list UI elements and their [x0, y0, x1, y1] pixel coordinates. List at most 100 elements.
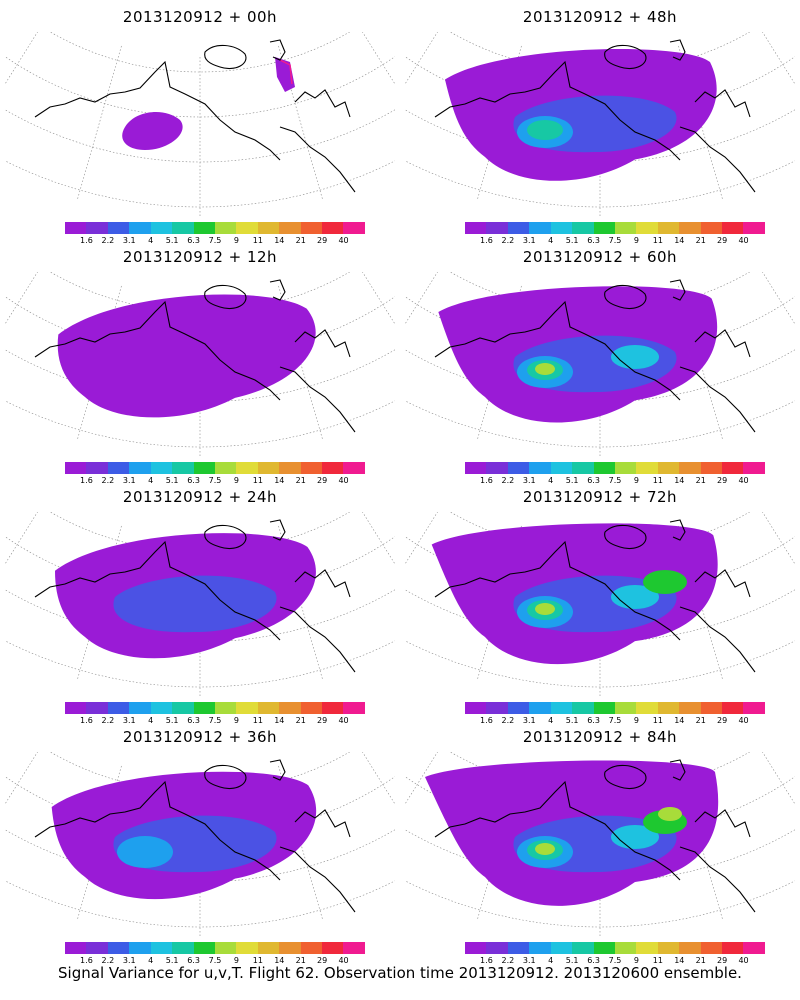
colorbar-swatch — [465, 222, 487, 234]
colorbar-swatch — [507, 702, 530, 714]
colorbar-swatch — [107, 222, 130, 234]
colorbar-swatch — [257, 462, 280, 474]
coastline — [34, 279, 356, 433]
panel-title: 2013120912 + 60h — [522, 248, 678, 266]
colorbar-tick-label: 4 — [548, 716, 554, 725]
colorbar — [65, 702, 365, 714]
map-plot — [405, 752, 795, 937]
colorbar-tick-label: 3.1 — [122, 236, 136, 245]
colorbar-ticks: 1.6 2.2 3.1 4 5.1 6.3 7.5 9 11 14 21 29 40 — [465, 956, 765, 966]
colorbar-swatch — [679, 222, 701, 234]
colorbar-tick-label: 14 — [674, 476, 685, 485]
colorbar-swatch — [636, 222, 658, 234]
variance-field — [55, 533, 316, 659]
colorbar-swatch — [257, 222, 280, 234]
colorbar-swatch — [236, 942, 258, 954]
colorbar-swatch — [86, 942, 108, 954]
colorbar-tick-label: 4 — [548, 236, 554, 245]
colorbar-swatch — [529, 942, 551, 954]
colorbar-swatch — [172, 702, 194, 714]
colorbar-swatch — [65, 942, 87, 954]
colorbar-swatch — [279, 942, 301, 954]
colorbar-swatch — [743, 462, 765, 474]
colorbar-swatch — [636, 462, 658, 474]
colorbar-swatch — [257, 942, 280, 954]
colorbar-swatch — [214, 942, 237, 954]
colorbar-swatch — [257, 702, 280, 714]
colorbar-tick-label: 1.6 — [480, 716, 493, 725]
colorbar-swatch — [343, 702, 365, 714]
colorbar-swatch — [150, 942, 173, 954]
colorbar-tick-label: 21 — [695, 956, 706, 965]
forecast-panel: 2013120912 + 36h 1.6 2.2 3.1 4 5.1 6.3 7.5 9 11 14… — [5, 724, 395, 965]
panel-title: 2013120912 + 84h — [522, 728, 678, 746]
colorbar-tick-label: 6.3 — [587, 956, 600, 965]
colorbar-swatch — [465, 462, 487, 474]
colorbar-ticks: 1.6 2.2 3.1 4 5.1 6.3 7.5 9 11 14 21 29 40 — [465, 716, 765, 726]
colorbar-swatch — [700, 222, 723, 234]
colorbar-swatch — [614, 942, 637, 954]
colorbar — [465, 702, 765, 714]
colorbar-swatch — [507, 222, 530, 234]
forecast-panel: 2013120912 + 12h 1.6 2.2 3.1 4 5.1 6.3 7.5 9 11 14… — [5, 244, 395, 485]
colorbar-tick-label: 3.1 — [122, 476, 136, 485]
colorbar-swatch — [550, 222, 573, 234]
variance-field — [445, 49, 717, 181]
colorbar-tick-label: 2.2 — [101, 716, 115, 725]
colorbar-swatch — [300, 462, 323, 474]
variance-field — [431, 523, 718, 665]
colorbar-tick-label: 5.1 — [565, 236, 579, 245]
panel-title: 2013120912 + 72h — [522, 488, 678, 506]
forecast-panel: 2013120912 + 00h 1.6 2.2 3.1 4 5.1 6.3 7.5 9 11 14… — [5, 4, 395, 245]
colorbar-tick-label: 7.5 — [208, 956, 222, 965]
colorbar-swatch — [279, 222, 301, 234]
colorbar-swatch — [86, 462, 108, 474]
colorbar-tick-label: 5.1 — [165, 236, 179, 245]
map-plot — [405, 32, 795, 217]
colorbar-tick-label: 2.2 — [501, 476, 515, 485]
colorbar-tick-label: 2.2 — [101, 956, 115, 965]
colorbar-ticks: 1.6 2.2 3.1 4 5.1 6.3 7.5 9 11 14 21 29 40 — [465, 236, 765, 246]
colorbar-swatch — [193, 942, 215, 954]
colorbar-swatch — [300, 702, 323, 714]
colorbar-swatch — [322, 702, 344, 714]
colorbar — [65, 462, 365, 474]
colorbar-tick-label: 14 — [674, 236, 685, 245]
colorbar-tick-label: 21 — [695, 476, 706, 485]
colorbar-tick-label: 5.1 — [565, 956, 579, 965]
colorbar-tick-label: 2.2 — [501, 236, 515, 245]
colorbar-tick-label: 2.2 — [501, 716, 515, 725]
colorbar-tick-label: 29 — [317, 236, 328, 245]
colorbar-swatch — [193, 702, 215, 714]
map-plot — [5, 752, 395, 937]
variance-field — [438, 286, 718, 423]
colorbar-tick-label: 3.1 — [122, 956, 136, 965]
colorbar-swatch — [700, 462, 723, 474]
colorbar-swatch — [236, 222, 258, 234]
colorbar-swatch — [679, 942, 701, 954]
colorbar-swatch — [614, 702, 637, 714]
coastline — [434, 279, 756, 433]
colorbar-swatch — [679, 702, 701, 714]
colorbar-swatch — [486, 942, 508, 954]
colorbar-swatch — [150, 702, 173, 714]
colorbar-swatch — [550, 942, 573, 954]
colorbar-tick-label: 11 — [652, 716, 663, 725]
colorbar-tick-label: 5.1 — [565, 476, 579, 485]
colorbar-tick-label: 6.3 — [187, 236, 200, 245]
colorbar-tick-label: 29 — [717, 236, 728, 245]
colorbar-swatch — [486, 702, 508, 714]
colorbar-swatch — [193, 222, 215, 234]
colorbar-tick-label: 21 — [295, 956, 306, 965]
colorbar-swatch — [486, 222, 508, 234]
colorbar-tick-label: 1.6 — [80, 956, 93, 965]
forecast-panel: 2013120912 + 24h 1.6 2.2 3.1 4 5.1 6.3 7.5 9 11 14… — [5, 484, 395, 726]
colorbar — [65, 222, 365, 234]
colorbar-tick-label: 9 — [233, 956, 239, 965]
colorbar-tick-label: 4 — [548, 956, 554, 965]
colorbar-swatch — [507, 942, 530, 954]
colorbar-ticks: 1.6 2.2 3.1 4 5.1 6.3 7.5 9 11 14 21 29 40 — [65, 716, 365, 726]
colorbar-swatch — [343, 942, 365, 954]
colorbar-tick-label: 21 — [295, 716, 306, 725]
colorbar-swatch — [593, 462, 615, 474]
